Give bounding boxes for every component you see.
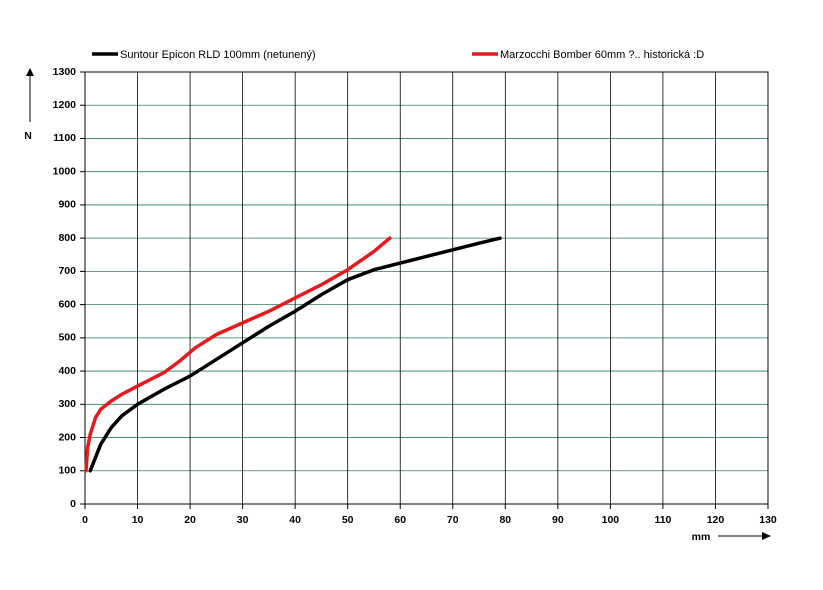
plot-border — [84, 71, 769, 505]
x-tick-label: 60 — [394, 514, 406, 526]
x-tick-label: 110 — [654, 514, 671, 526]
x-tick-label: 80 — [499, 514, 511, 526]
x-tick-label: 10 — [132, 514, 144, 526]
x-tick-label: 120 — [707, 514, 725, 526]
y-axis-arrowhead — [26, 68, 34, 76]
y-tick-label: 100 — [58, 465, 76, 477]
y-axis-label: N — [24, 130, 32, 142]
y-tick-label: 900 — [58, 199, 76, 211]
x-tick-label: 70 — [447, 514, 459, 526]
x-tick-label: 130 — [759, 514, 777, 526]
legend-label: Suntour Epicon RLD 100mm (netunený) — [120, 49, 316, 61]
legend-label: Marzocchi Bomber 60mm ?.. historická :D — [500, 49, 704, 61]
y-tick-label: 300 — [58, 398, 76, 410]
x-tick-label: 20 — [184, 514, 196, 526]
x-tick-label: 50 — [342, 514, 354, 526]
y-tick-label: 700 — [58, 265, 76, 277]
y-tick-label: 800 — [58, 232, 76, 244]
y-tick-label: 400 — [58, 365, 76, 377]
x-tick-label: 100 — [602, 514, 620, 526]
y-tick-label: 1200 — [53, 99, 77, 111]
x-axis-label: mm — [692, 531, 711, 543]
x-tick-label: 40 — [289, 514, 301, 526]
y-tick-label: 1300 — [53, 66, 77, 78]
y-tick-label: 600 — [58, 298, 76, 310]
x-tick-label: 30 — [237, 514, 249, 526]
x-tick-label: 90 — [552, 514, 564, 526]
x-tick-label: 0 — [82, 514, 88, 526]
data-line — [88, 236, 502, 473]
y-tick-label: 200 — [58, 431, 76, 443]
y-tick-label: 0 — [70, 498, 76, 510]
y-tick-label: 1000 — [53, 165, 77, 177]
y-tick-label: 1100 — [53, 132, 76, 144]
data-line — [84, 236, 392, 473]
x-axis-arrowhead — [762, 532, 771, 540]
y-tick-label: 500 — [58, 332, 76, 344]
